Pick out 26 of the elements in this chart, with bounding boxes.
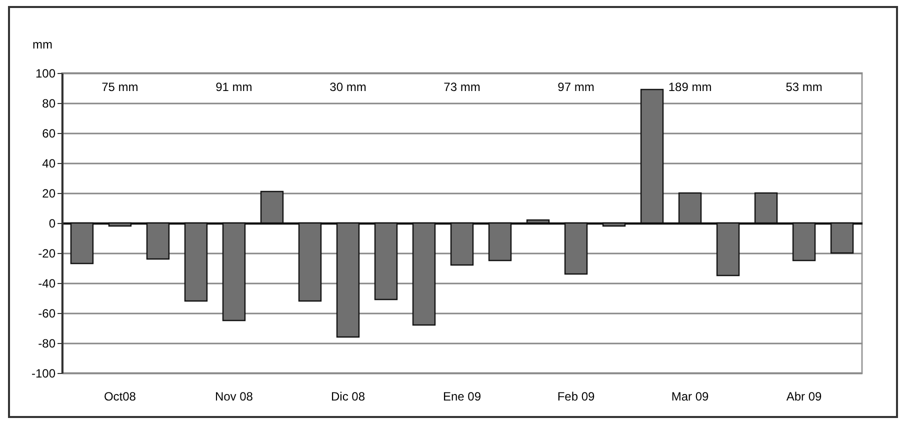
y-tick-label: 0	[48, 216, 56, 230]
x-tick-label: Nov 08	[214, 390, 254, 404]
x-tick-label: Oct08	[104, 390, 136, 404]
annotation: 97 mm	[558, 80, 594, 94]
annotation: 30 mm	[330, 80, 366, 94]
y-tick-label: 100	[35, 66, 56, 80]
y-tick-label: 40	[42, 156, 56, 170]
x-tick-label: Mar 09	[671, 390, 710, 404]
y-tick-label: -80	[38, 336, 56, 350]
y-tick-label: 20	[42, 186, 56, 200]
x-tick-label: Ene 09	[442, 390, 482, 404]
y-tick-label: 80	[42, 96, 56, 110]
annotation: 73 mm	[444, 80, 480, 94]
x-tick-label: Dic 08	[330, 390, 366, 404]
y-tick-label: -100	[31, 366, 56, 380]
y-tick-label: -20	[38, 246, 56, 260]
annotation: 53 mm	[786, 80, 822, 94]
y-axis-title: mm	[32, 38, 52, 52]
y-tick-label: -40	[38, 276, 56, 290]
x-tick-label: Feb 09	[557, 390, 596, 404]
y-tick-label: 60	[42, 126, 56, 140]
x-tick-label: Abr 09	[786, 390, 822, 404]
annotation: 91 mm	[216, 80, 252, 94]
y-tick-label: -60	[38, 306, 56, 320]
annotation: 189 mm	[668, 80, 712, 94]
annotation: 75 mm	[102, 80, 138, 94]
